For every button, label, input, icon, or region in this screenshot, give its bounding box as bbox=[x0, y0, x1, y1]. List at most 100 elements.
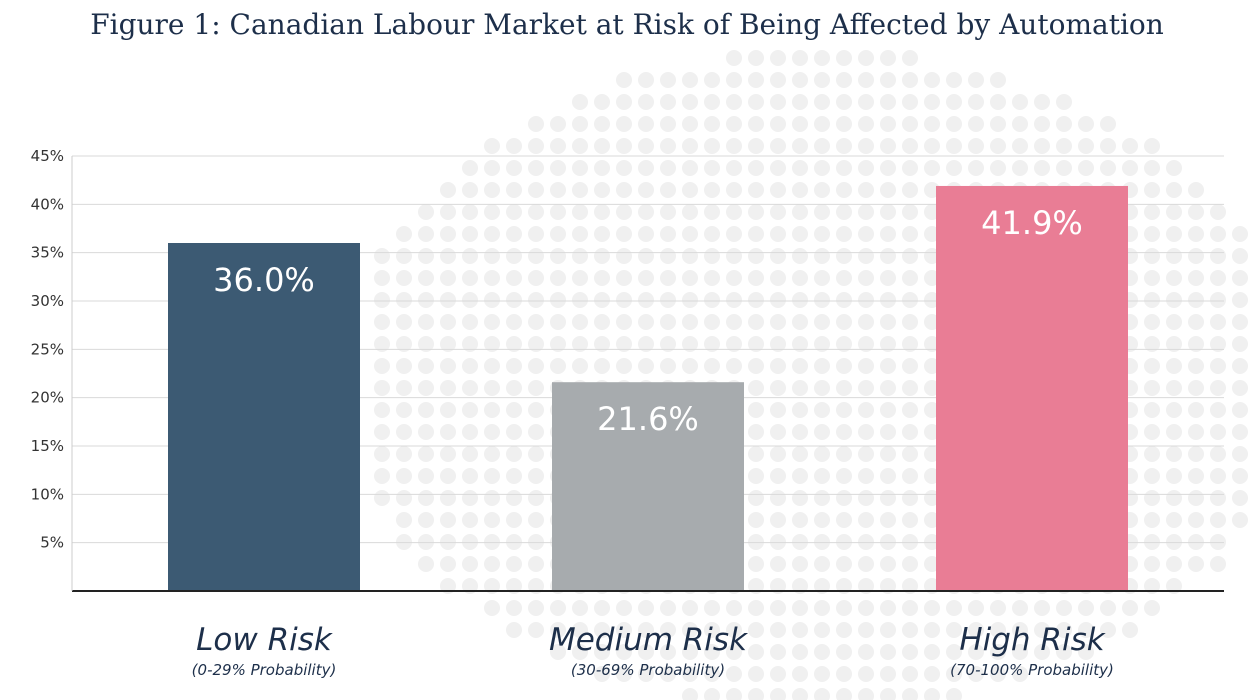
watermark-dot bbox=[836, 424, 852, 440]
watermark-dot bbox=[1166, 182, 1182, 198]
watermark-dot bbox=[1232, 358, 1248, 374]
watermark-dot bbox=[770, 446, 786, 462]
watermark-dot bbox=[1232, 226, 1248, 242]
watermark-dot bbox=[748, 644, 764, 660]
watermark-dot bbox=[1144, 248, 1160, 264]
watermark-dot bbox=[528, 600, 544, 616]
watermark-dot bbox=[1210, 534, 1226, 550]
watermark-dot bbox=[880, 666, 896, 682]
bar bbox=[168, 243, 360, 591]
watermark-dot bbox=[1166, 248, 1182, 264]
watermark-dot bbox=[418, 402, 434, 418]
watermark-dot bbox=[1034, 622, 1050, 638]
watermark-dot bbox=[506, 446, 522, 462]
watermark-dot bbox=[638, 622, 654, 638]
watermark-dot bbox=[902, 94, 918, 110]
watermark-dot bbox=[902, 116, 918, 132]
y-tick-label: 25% bbox=[31, 340, 64, 358]
watermark-dot bbox=[792, 292, 808, 308]
watermark-dot bbox=[880, 226, 896, 242]
watermark-dot bbox=[1056, 94, 1072, 110]
watermark-dot bbox=[924, 644, 940, 660]
watermark-dot bbox=[462, 336, 478, 352]
watermark-dot bbox=[990, 600, 1006, 616]
watermark-dot bbox=[1210, 292, 1226, 308]
watermark-dot bbox=[902, 490, 918, 506]
watermark-dot bbox=[858, 72, 874, 88]
watermark-dot bbox=[1034, 644, 1050, 660]
watermark-dot bbox=[550, 204, 566, 220]
watermark-dot bbox=[814, 600, 830, 616]
watermark-dot bbox=[1232, 336, 1248, 352]
watermark-dot bbox=[990, 666, 1006, 682]
watermark-dot bbox=[418, 204, 434, 220]
watermark-dot bbox=[880, 446, 896, 462]
watermark-dot bbox=[748, 336, 764, 352]
watermark-dot bbox=[814, 248, 830, 264]
watermark-dot bbox=[880, 94, 896, 110]
watermark-dot bbox=[770, 424, 786, 440]
watermark-dot bbox=[374, 468, 390, 484]
watermark-dot bbox=[374, 380, 390, 396]
watermark-dot bbox=[814, 666, 830, 682]
watermark-dot bbox=[660, 622, 676, 638]
watermark-dot bbox=[946, 94, 962, 110]
watermark-dot bbox=[374, 336, 390, 352]
watermark-dot bbox=[594, 248, 610, 264]
watermark-dot bbox=[1078, 116, 1094, 132]
watermark-dot bbox=[1056, 138, 1072, 154]
watermark-dot bbox=[484, 248, 500, 264]
watermark-dot bbox=[858, 292, 874, 308]
watermark-dot bbox=[726, 138, 742, 154]
watermark-dot bbox=[550, 226, 566, 242]
watermark-dot bbox=[660, 644, 676, 660]
watermark-dot bbox=[968, 72, 984, 88]
watermark-dot bbox=[572, 292, 588, 308]
watermark-dot bbox=[1144, 490, 1160, 506]
watermark-dot bbox=[836, 512, 852, 528]
watermark-dot bbox=[1144, 534, 1160, 550]
watermark-dot bbox=[1188, 446, 1204, 462]
watermark-dot bbox=[726, 182, 742, 198]
watermark-dot bbox=[1166, 468, 1182, 484]
watermark-dot bbox=[550, 644, 566, 660]
watermark-dot bbox=[858, 622, 874, 638]
watermark-dot bbox=[902, 622, 918, 638]
watermark-dot bbox=[792, 270, 808, 286]
watermark-dot bbox=[1144, 556, 1160, 572]
watermark-dot bbox=[440, 424, 456, 440]
watermark-dot bbox=[1188, 336, 1204, 352]
watermark-dot bbox=[660, 204, 676, 220]
watermark-dot bbox=[484, 292, 500, 308]
watermark-dot bbox=[814, 446, 830, 462]
watermark-dot bbox=[1144, 600, 1160, 616]
watermark-dot bbox=[594, 314, 610, 330]
watermark-dot bbox=[1188, 490, 1204, 506]
watermark-dot bbox=[726, 94, 742, 110]
watermark-dot bbox=[880, 490, 896, 506]
watermark-dot bbox=[616, 160, 632, 176]
watermark-dot bbox=[418, 556, 434, 572]
watermark-dot bbox=[814, 226, 830, 242]
watermark-dot bbox=[792, 424, 808, 440]
watermark-dot bbox=[440, 380, 456, 396]
watermark-dot bbox=[726, 116, 742, 132]
watermark-dot bbox=[1188, 402, 1204, 418]
watermark-dot bbox=[1012, 644, 1028, 660]
watermark-dot bbox=[396, 468, 412, 484]
watermark-dot bbox=[616, 138, 632, 154]
watermark-dot bbox=[748, 270, 764, 286]
watermark-dot bbox=[572, 622, 588, 638]
watermark-dot bbox=[1188, 314, 1204, 330]
watermark-dot bbox=[1210, 446, 1226, 462]
watermark-dot bbox=[1188, 512, 1204, 528]
watermark-dot bbox=[836, 204, 852, 220]
watermark-dot bbox=[902, 292, 918, 308]
watermark-dot bbox=[726, 600, 742, 616]
category-label: Low Risk bbox=[196, 622, 333, 658]
watermark-dot bbox=[858, 644, 874, 660]
watermark-dot bbox=[968, 94, 984, 110]
watermark-dot bbox=[704, 248, 720, 264]
watermark-dot bbox=[616, 94, 632, 110]
watermark-dot bbox=[638, 160, 654, 176]
